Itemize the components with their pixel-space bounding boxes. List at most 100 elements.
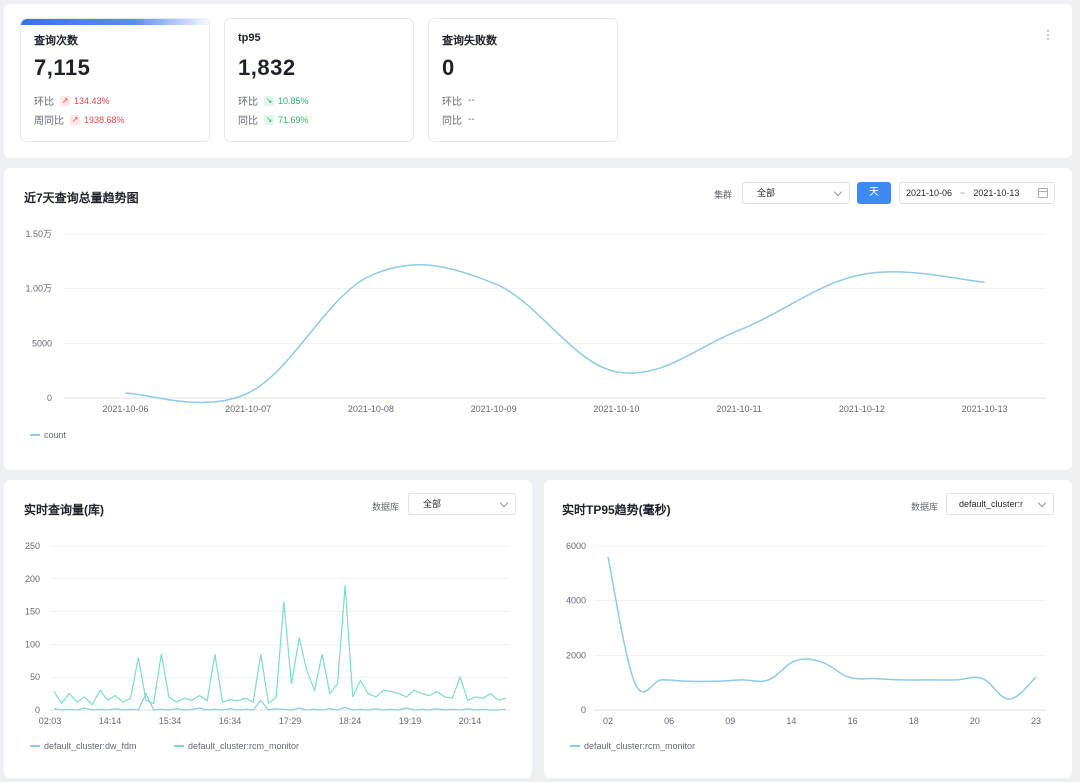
x-tick-label: 18 [909, 716, 919, 726]
date-separator: ~ [960, 188, 966, 198]
calendar-icon [1038, 188, 1048, 198]
y-tick-label: 2000 [566, 650, 586, 660]
chevron-down-icon [499, 498, 509, 508]
x-tick-label: 2021-10-08 [348, 404, 394, 414]
db-label: 数据库 [911, 502, 939, 512]
stat-row-label: 同比 [442, 116, 462, 127]
stat-row-yoy: 同比 ↘ 71.69% [238, 112, 309, 127]
arrow-up-icon: ↗ [70, 114, 80, 125]
tp95-db-select-value: default_cluster:r [959, 499, 1024, 509]
x-tick-label: 06 [664, 716, 674, 726]
series-line [53, 585, 507, 706]
x-tick-label: 18:24 [339, 716, 362, 726]
date-range-picker[interactable]: 2021-10-06 ~2021-10-13 [899, 182, 1055, 204]
legend-label: default_cluster:rcm_monitor [584, 741, 695, 751]
stat-row-value: 10.85% [278, 95, 309, 106]
y-tick-label: 6000 [566, 541, 586, 551]
x-tick-label: 2021-10-10 [593, 404, 639, 414]
arrow-down-icon: ↘ [264, 114, 274, 125]
stat-row-label: 周同比 [34, 116, 64, 127]
y-tick-label: 200 [25, 574, 40, 584]
stat-card-tp95[interactable]: tp95 1,832 环比 ↘ 10.85% 同比 ↘ 71.69% [224, 18, 414, 142]
stat-row-value: -- [468, 95, 475, 106]
realtime-db-chart[interactable]: 0 50 100 150 200 250 02:03 14:14 15:34 16:34 17:29… [4, 516, 532, 778]
y-tick-label: 4000 [566, 596, 586, 606]
stat-row-mom: 环比 -- [442, 93, 475, 108]
legend-label: default_cluster:dw_fdm [44, 741, 137, 751]
y-tick-label: 150 [25, 607, 40, 617]
stat-value: 7,115 [34, 55, 91, 80]
stat-row-label: 环比 [238, 97, 258, 108]
stat-card-accent [21, 19, 209, 25]
stat-row-yoy: 同比 -- [442, 112, 475, 127]
cluster-select[interactable]: 全部 [742, 182, 850, 204]
db-select[interactable]: 全部 [408, 493, 516, 515]
x-tick-label: 2021-10-11 [716, 404, 761, 414]
x-tick-label: 20 [970, 716, 980, 726]
stat-row-value: -- [468, 114, 475, 125]
stat-row-label: 环比 [34, 97, 54, 108]
stat-title: 查询失败数 [442, 35, 497, 47]
stat-row-label: 环比 [442, 97, 462, 108]
arrow-down-icon: ↘ [264, 95, 274, 106]
tp95-db-select[interactable]: default_cluster:r [946, 493, 1054, 515]
realtime-tp95-chart[interactable]: 0 2000 4000 6000 02 06 09 14 16 18 20 23 default_clu… [544, 516, 1072, 778]
date-start[interactable]: 2021-10-06 [906, 188, 953, 198]
y-tick-label: 0 [35, 705, 40, 715]
trend-title: 近7天查询总量趋势图 [24, 191, 139, 205]
legend-label: default_cluster:rcm_monitor [188, 741, 299, 751]
y-tick-label: 0 [581, 705, 586, 715]
stat-title: tp95 [238, 32, 261, 44]
realtime-tp95-panel: 实时TP95趋势(毫秒) 数据库 default_cluster:r 0 2000… [544, 480, 1072, 778]
stat-title: 查询次数 [34, 35, 78, 47]
stat-row-value: 134.43% [74, 95, 110, 106]
x-tick-label: 09 [725, 716, 735, 726]
stat-card-failures[interactable]: 查询失败数 0 环比 -- 同比 -- [428, 18, 618, 142]
realtime-db-title: 实时查询量(库) [24, 503, 104, 517]
x-tick-label: 02:03 [39, 716, 62, 726]
x-tick-label: 14:14 [99, 716, 122, 726]
series-line [53, 692, 507, 711]
stat-card-query-count[interactable]: 查询次数 7,115 环比 ↗ 134.43% 周同比 ↗ 1938.68% [20, 18, 210, 142]
chevron-down-icon [1037, 498, 1047, 508]
legend-label: count [44, 430, 67, 440]
y-tick-label: 1.00万 [25, 284, 52, 294]
x-tick-label: 14 [786, 716, 796, 726]
x-tick-label: 16:34 [219, 716, 242, 726]
cluster-select-value: 全部 [757, 188, 776, 198]
granularity-day-button[interactable]: 天 [857, 182, 891, 204]
stat-row-mom: 环比 ↘ 10.85% [238, 93, 309, 108]
y-tick-label: 50 [30, 672, 40, 682]
x-tick-label: 20:14 [459, 716, 482, 726]
x-tick-label: 2021-10-09 [471, 404, 517, 414]
y-tick-label: 5000 [32, 338, 52, 348]
db-select-value: 全部 [423, 499, 442, 509]
cluster-label: 集群 [714, 190, 733, 200]
realtime-tp95-title: 实时TP95趋势(毫秒) [562, 503, 671, 517]
chevron-down-icon [833, 187, 843, 197]
stat-row-wow: 周同比 ↗ 1938.68% [34, 112, 125, 127]
db-label: 数据库 [372, 502, 400, 512]
x-tick-label: 23 [1031, 716, 1041, 726]
stat-value: 0 [442, 55, 455, 80]
y-tick-label: 250 [25, 541, 40, 551]
x-tick-label: 2021-10-07 [225, 404, 271, 414]
x-tick-label: 19:19 [399, 716, 422, 726]
stat-row-label: 同比 [238, 116, 258, 127]
series-line [125, 264, 985, 404]
x-tick-label: 2021-10-06 [102, 404, 148, 414]
date-end[interactable]: 2021-10-13 [973, 188, 1020, 198]
stat-row-value: 71.69% [278, 114, 309, 125]
x-tick-label: 2021-10-13 [962, 404, 1008, 414]
stats-panel: 查询次数 7,115 环比 ↗ 134.43% 周同比 ↗ 1938.68% t… [4, 4, 1072, 158]
y-tick-label: 0 [47, 393, 52, 403]
stat-value: 1,832 [238, 55, 296, 80]
y-tick-label: 100 [25, 639, 40, 649]
series-line [607, 556, 1037, 700]
realtime-db-panel: 实时查询量(库) 数据库 全部 0 50 100 150 200 250 02:03 14:1… [4, 480, 532, 778]
x-tick-label: 16 [848, 716, 858, 726]
arrow-up-icon: ↗ [60, 95, 70, 106]
trend-chart[interactable]: 0 5000 1.00万 1.50万 2021-10-06 2021-10-07 2021-… [4, 200, 1072, 470]
x-tick-label: 02 [603, 716, 613, 726]
kebab-icon[interactable]: · · · [1046, 23, 1050, 45]
